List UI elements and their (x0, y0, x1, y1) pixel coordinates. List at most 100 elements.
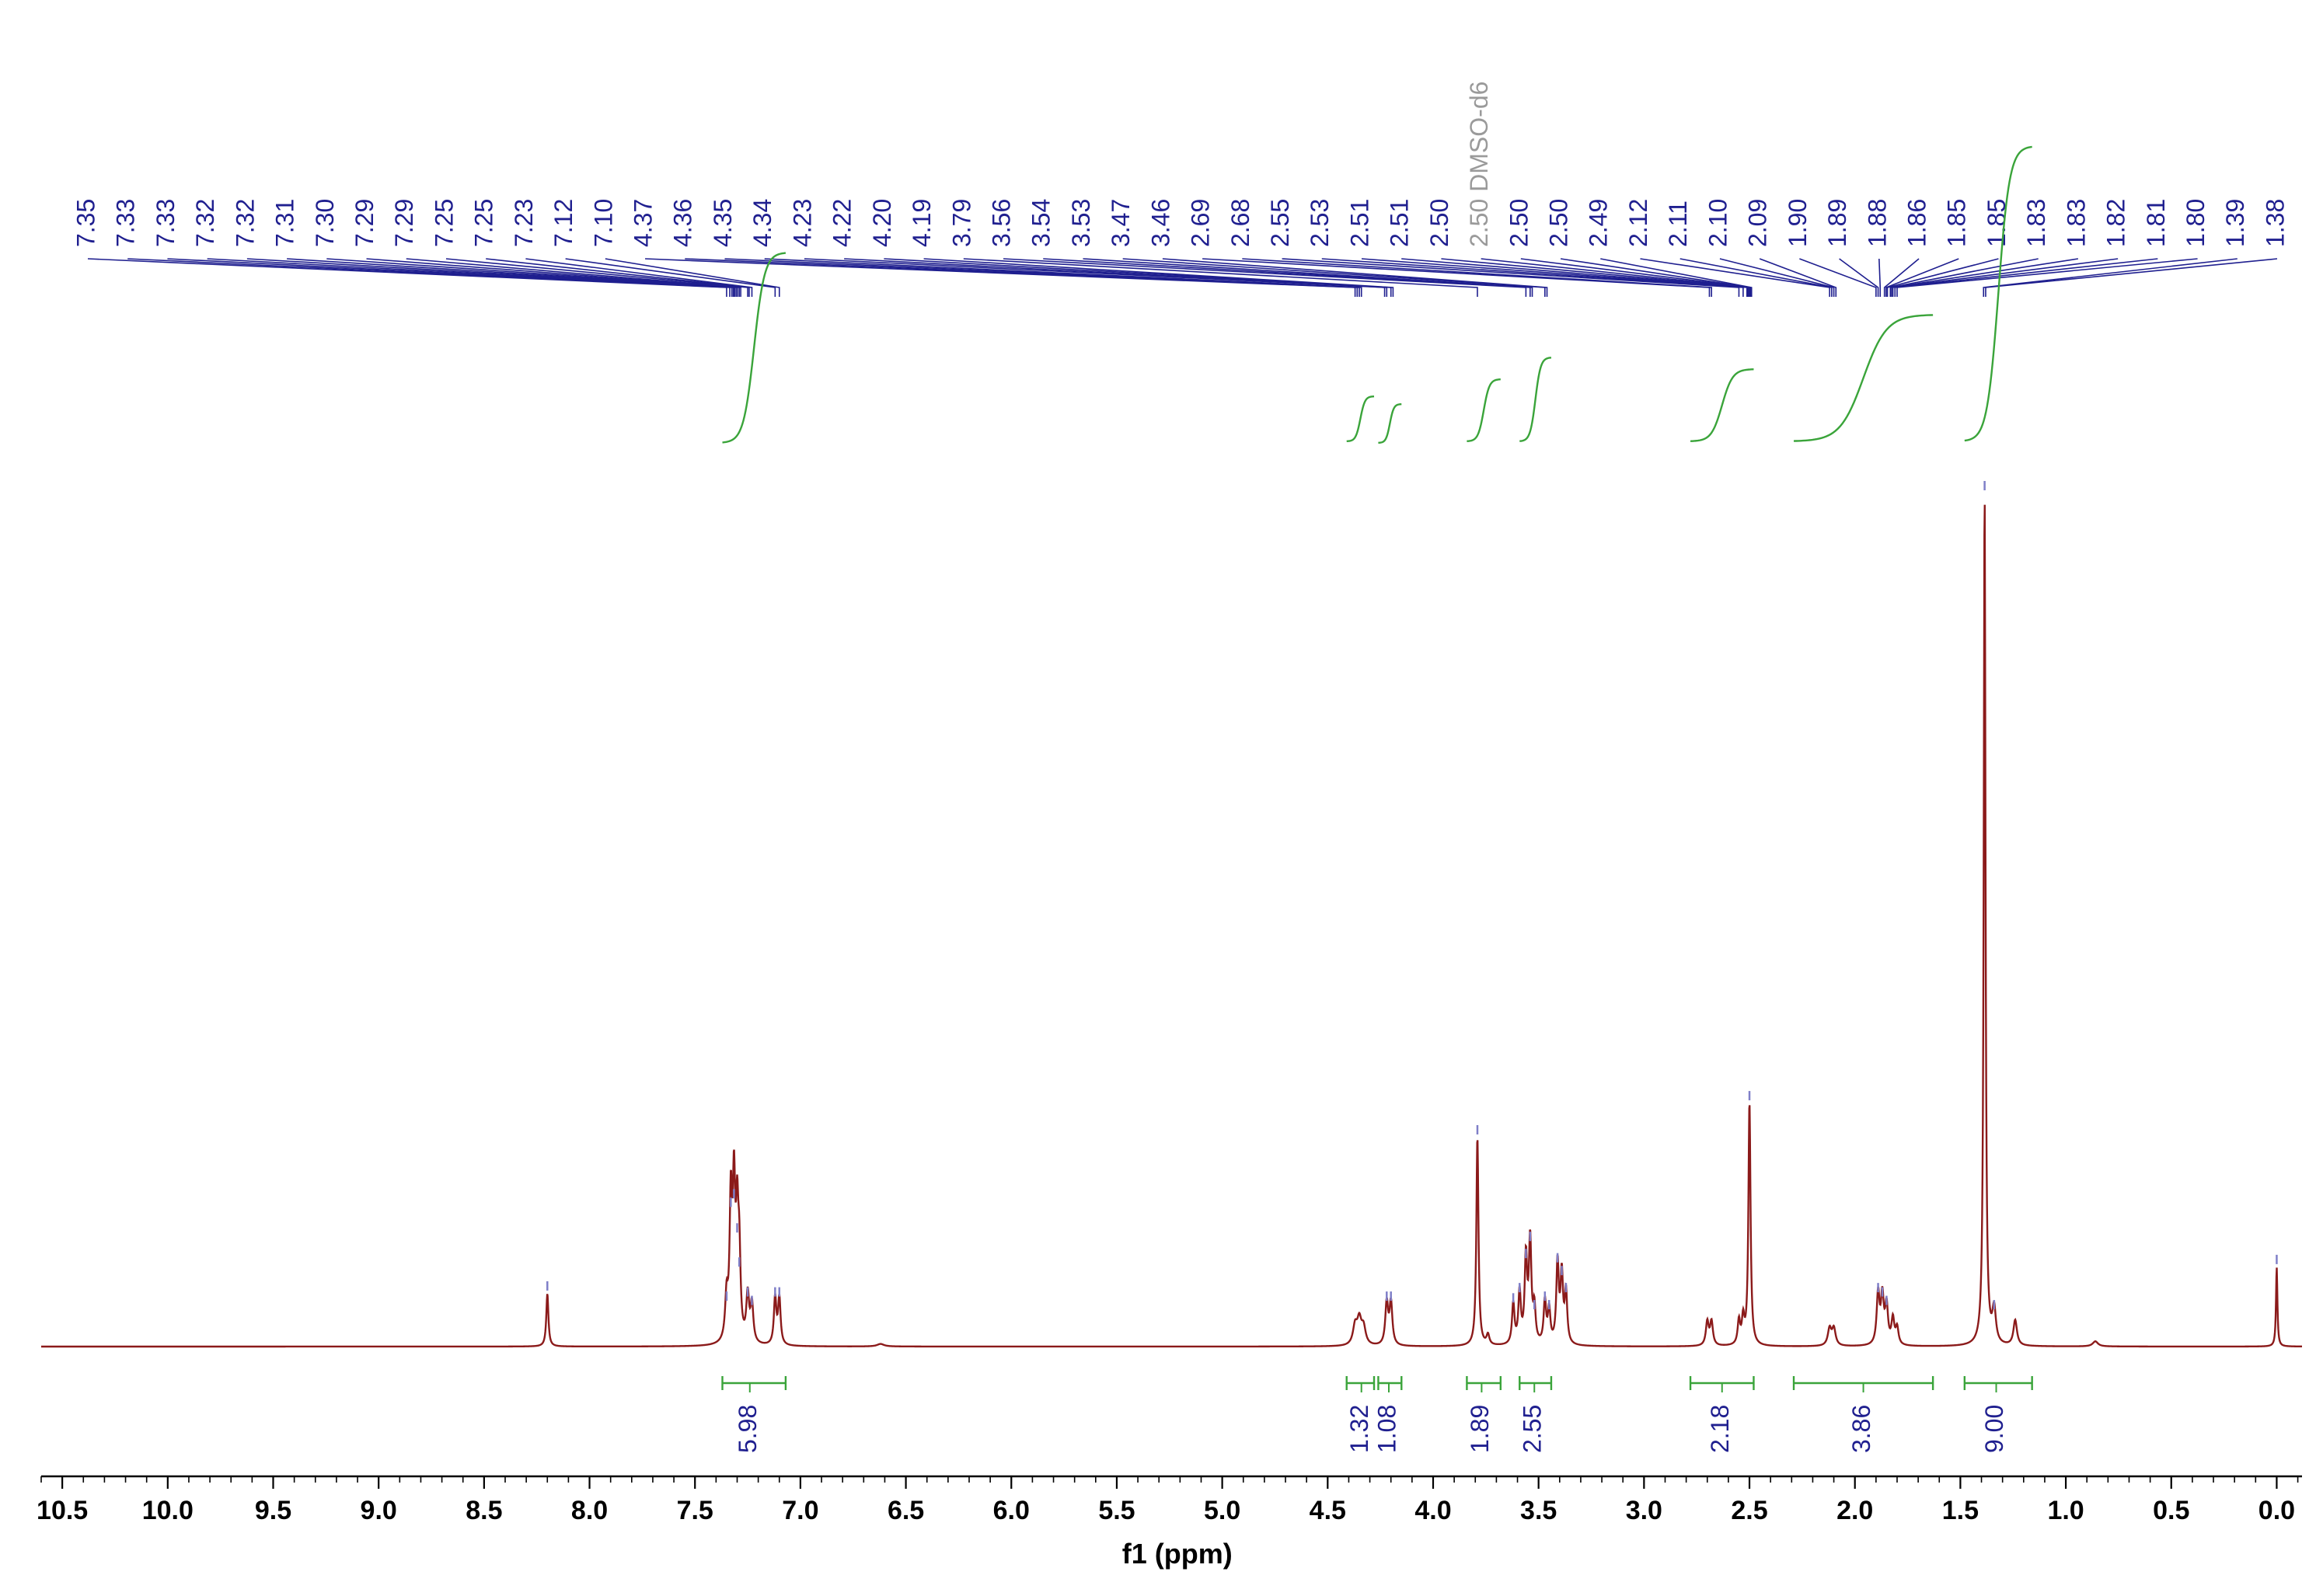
x-axis-title: f1 (ppm) (1122, 1538, 1233, 1570)
integral-value: 3.86 (1847, 1405, 1875, 1453)
peak-label: 7.32 (191, 199, 219, 247)
peak-label-connector (1799, 258, 1877, 297)
integral-value: 1.89 (1466, 1405, 1494, 1453)
peak-label-connector (1401, 258, 1749, 297)
peak-label: 4.19 (908, 199, 936, 247)
integral-curve (722, 252, 787, 444)
peak-label: 2.12 (1624, 199, 1652, 247)
peak-label-connector (923, 258, 1394, 297)
peak-label-connector (1891, 258, 2079, 297)
integral-value: 2.55 (1519, 1405, 1547, 1453)
peak-label: 2.11 (1664, 200, 1692, 247)
x-tick-label: 3.0 (1626, 1496, 1662, 1525)
peak-label: 1.38 (2261, 199, 2289, 247)
x-tick-label: 6.5 (888, 1496, 924, 1525)
x-tick-label: 10.5 (37, 1496, 88, 1525)
x-tick-label: 1.5 (1942, 1496, 1979, 1525)
x-tick-label: 10.0 (142, 1496, 194, 1525)
peak-label: 3.56 (987, 199, 1015, 247)
peak-label: 2.68 (1226, 199, 1254, 247)
integral-curve (1690, 368, 1754, 442)
x-tick-label: 2.5 (1731, 1496, 1767, 1525)
peak-label: 7.33 (152, 199, 180, 247)
peak-label: 1.90 (1784, 199, 1812, 247)
peak-label: 2.69 (1187, 199, 1215, 247)
integral-value: 9.00 (1980, 1405, 2008, 1453)
x-tick-label: 4.5 (1310, 1496, 1346, 1525)
peak-label-connector (1083, 258, 1533, 297)
peak-label: 2.53 (1306, 199, 1334, 247)
x-tick-label: 2.0 (1836, 1496, 1873, 1525)
peak-label-connector (1839, 258, 1879, 297)
peak-label: 1.83 (2022, 199, 2050, 247)
peak-label-connector (1985, 258, 2278, 297)
peak-label-connector (525, 258, 753, 297)
x-tick-label: 0.5 (2153, 1496, 2189, 1525)
peak-label: 7.25 (430, 199, 458, 247)
peak-label-connector (565, 258, 776, 297)
peak-label-connector (1242, 258, 1712, 297)
peak-label-connector (1892, 258, 2119, 297)
peak-label: 3.46 (1146, 199, 1174, 247)
peak-label-connector (1886, 258, 1999, 297)
peak-label: 7.30 (311, 199, 339, 247)
x-tick-label: 8.5 (466, 1496, 502, 1525)
peak-label-connector (1885, 258, 1959, 297)
x-tick-label: 3.5 (1520, 1496, 1557, 1525)
peak-label: 7.33 (112, 199, 140, 247)
peak-label: 2.50 DMSO-d6 (1465, 82, 1493, 247)
x-tick-label: 9.0 (361, 1496, 397, 1525)
x-tick-label: 5.0 (1204, 1496, 1240, 1525)
integral-brackets-group: 5.98 1.32 1.08 1.89 2.55 2.18 3.86 9.00 (721, 1376, 2033, 1453)
spectrum-trace (41, 504, 2303, 1348)
peak-label: 3.54 (1027, 199, 1055, 247)
x-tick-label: 1.0 (2047, 1496, 2084, 1525)
spectrum-trace-group (41, 481, 2303, 1348)
peak-label: 7.12 (549, 199, 577, 247)
x-tick-label: 9.5 (255, 1496, 291, 1525)
peak-label: 7.32 (231, 199, 259, 247)
x-tick-label: 0.0 (2258, 1496, 2295, 1525)
integral-curve (1964, 145, 2032, 442)
integral-curves-group (722, 145, 2032, 444)
peak-label: 7.25 (470, 199, 498, 247)
peak-label: 1.39 (2221, 199, 2249, 247)
peak-label-connector (1894, 258, 2158, 297)
integral-curve (1793, 314, 1934, 442)
peak-label: 2.49 (1585, 199, 1613, 247)
peak-label-connector (1162, 258, 1548, 297)
peak-label: 2.10 (1704, 199, 1732, 247)
x-axis: 10.5 10.0 9.5 9.0 8.5 8.0 7.5 7.0 6.5 6.0 5.5 5.0 4.… (37, 1475, 2302, 1525)
peak-label: 2.09 (1744, 199, 1772, 247)
peak-label-connector (1983, 258, 2238, 297)
peak-label: 7.35 (72, 199, 99, 247)
peak-label: 1.88 (1863, 199, 1891, 247)
peak-label: 3.53 (1067, 199, 1095, 247)
peak-label: 7.29 (390, 199, 418, 247)
peak-label-connector (406, 258, 741, 297)
peak-label: 2.55 (1266, 199, 1294, 247)
peak-label: 4.34 (748, 199, 776, 247)
integral-curve (1519, 357, 1552, 442)
peak-label: 2.51 (1386, 199, 1414, 247)
peak-label: 1.80 (2182, 199, 2210, 247)
x-tick-label: 7.5 (677, 1496, 713, 1525)
peak-label: 3.79 (947, 199, 975, 247)
peak-label-connector (1600, 258, 1753, 297)
integral-value: 2.18 (1706, 1405, 1734, 1453)
x-tick-label: 7.0 (782, 1496, 818, 1525)
peak-label-connector (1003, 258, 1527, 297)
x-tick-label: 8.0 (571, 1496, 608, 1525)
peak-label-connector (1759, 258, 1837, 297)
integral-value: 1.32 (1345, 1405, 1373, 1453)
integral-curve (1346, 395, 1375, 443)
peak-label-connector (963, 258, 1478, 297)
x-tick-label: 5.5 (1098, 1496, 1135, 1525)
peak-labels-group: 7.35 7.33 7.33 7.32 7.32 7.31 7.30 7.29 7.29 7.25… (72, 82, 2289, 247)
integral-curve (1467, 378, 1501, 442)
peak-label: 7.31 (271, 199, 299, 247)
peak-label: 2.50 (1425, 199, 1453, 247)
peak-label: 2.50 (1545, 199, 1573, 247)
